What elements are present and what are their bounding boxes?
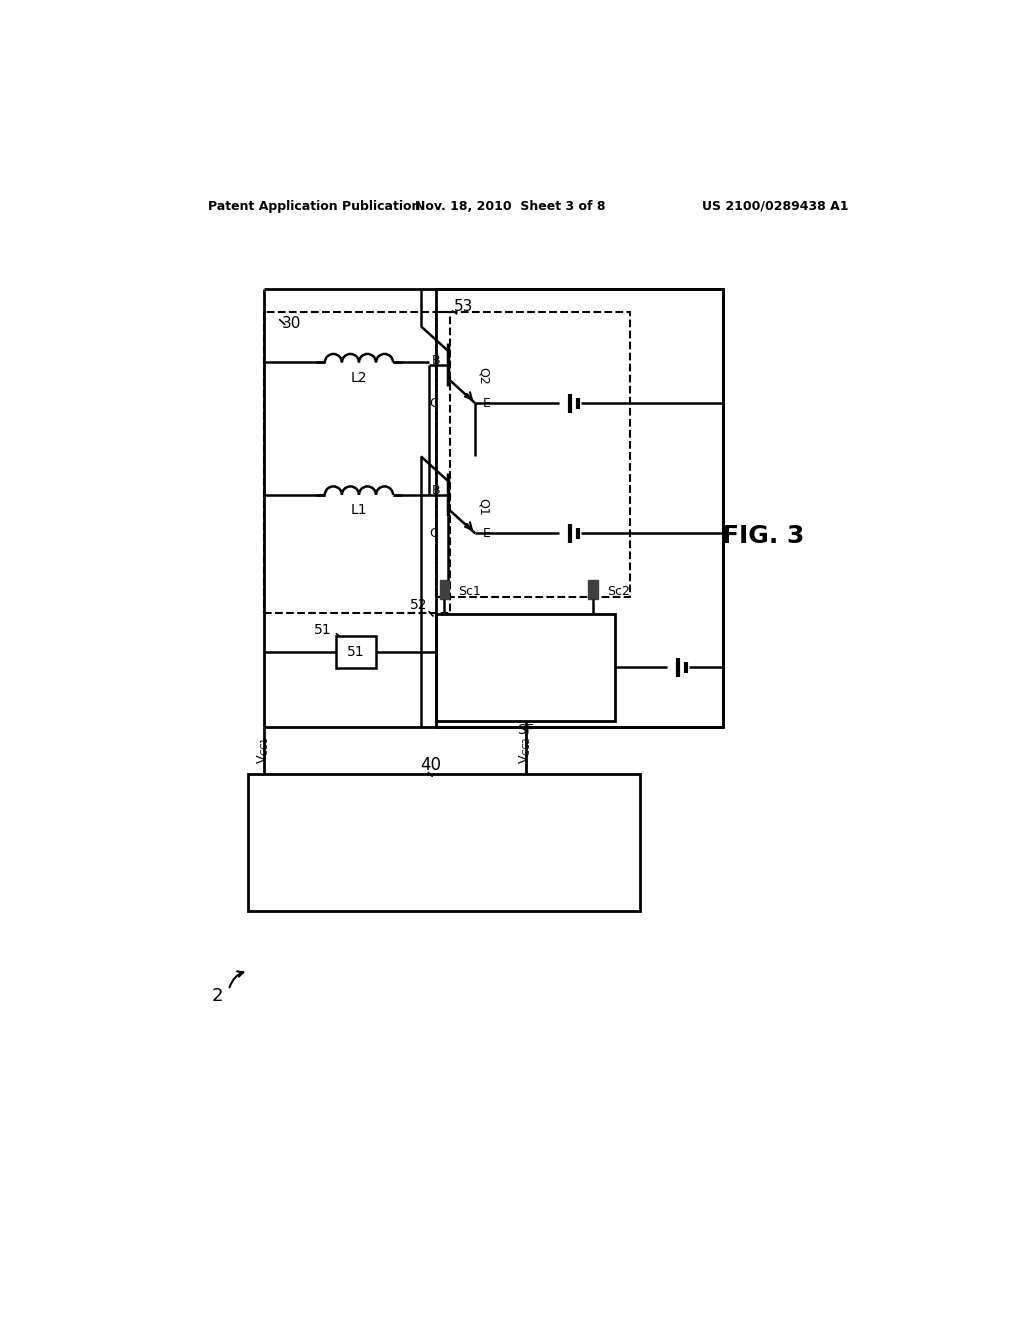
Bar	[589, 581, 598, 590]
Text: 53: 53	[454, 298, 473, 314]
Bar	[248, 775, 640, 911]
Text: 51: 51	[314, 623, 332, 636]
Text: 52: 52	[410, 598, 427, 612]
Bar	[439, 590, 449, 599]
Text: 51: 51	[347, 645, 365, 659]
Text: B: B	[432, 354, 440, 367]
Text: C: C	[430, 397, 438, 409]
Text: V$_{CC1}$: V$_{CC1}$	[256, 737, 271, 764]
Text: V$_{CC2}$: V$_{CC2}$	[518, 737, 534, 764]
Text: Q2: Q2	[476, 367, 489, 385]
Text: SF: SF	[517, 723, 534, 737]
Text: US 2100/0289438 A1: US 2100/0289438 A1	[702, 199, 849, 213]
Bar	[589, 590, 598, 599]
Bar	[336, 636, 376, 668]
Text: L1: L1	[350, 503, 368, 517]
Text: FIG. 3: FIG. 3	[722, 524, 805, 548]
Bar	[263, 313, 450, 612]
Text: 30: 30	[282, 317, 301, 331]
Text: C: C	[430, 527, 438, 540]
Text: B: B	[432, 483, 440, 496]
Text: Nov. 18, 2010  Sheet 3 of 8: Nov. 18, 2010 Sheet 3 of 8	[415, 199, 605, 213]
Text: Sc1: Sc1	[458, 585, 481, 598]
Text: 2: 2	[212, 987, 223, 1005]
Text: E: E	[483, 527, 490, 540]
Bar	[436, 289, 723, 726]
Text: E: E	[483, 397, 490, 409]
Text: Sc2: Sc2	[607, 585, 630, 598]
Bar	[436, 313, 630, 598]
Text: 40: 40	[420, 756, 441, 774]
Text: L2: L2	[350, 371, 368, 385]
Text: Q1: Q1	[476, 498, 489, 515]
Bar	[439, 581, 449, 590]
Bar	[436, 614, 614, 721]
Text: Patent Application Publication: Patent Application Publication	[208, 199, 420, 213]
